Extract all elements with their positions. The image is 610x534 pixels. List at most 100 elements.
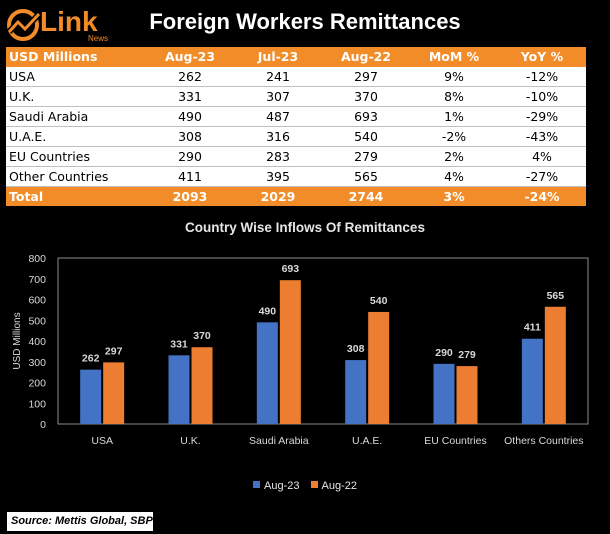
bar-aug-23 xyxy=(521,338,543,424)
data-label: 370 xyxy=(193,330,211,342)
bar-aug-23 xyxy=(433,363,455,424)
row-jul-23: 241 xyxy=(234,66,322,87)
table-header-row: USD Millions Aug-23 Jul-23 Aug-22 MoM % … xyxy=(6,47,586,67)
row-name: Other Countries xyxy=(6,166,146,187)
header-aug-23: Aug-23 xyxy=(146,47,234,67)
table-row: USA 262 241 297 9% -12% xyxy=(6,66,586,87)
source-note: Source: Mettis Global, SBP xyxy=(7,512,153,531)
row-aug-23: 331 xyxy=(146,86,234,107)
legend-item-aug-22: Aug-22 xyxy=(310,480,358,492)
header-aug-22: Aug-22 xyxy=(322,47,410,67)
data-label: 693 xyxy=(282,263,300,275)
row-name: Saudi Arabia xyxy=(6,106,146,127)
bar-aug-22 xyxy=(103,362,125,424)
x-tick-label: Others Countries xyxy=(504,435,583,447)
bar-aug-22 xyxy=(279,280,301,424)
row-jul-23: 487 xyxy=(234,106,322,127)
row-mom: 4% xyxy=(410,166,498,187)
row-aug-23: 490 xyxy=(146,106,234,127)
x-tick-label: U.K. xyxy=(180,435,200,447)
chart-legend: Aug-23 Aug-22 xyxy=(0,480,610,492)
data-label: 411 xyxy=(524,322,541,334)
row-aug-23: 262 xyxy=(146,66,234,87)
total-jul-23: 2029 xyxy=(234,186,322,206)
row-jul-23: 316 xyxy=(234,126,322,147)
logo-text: Link xyxy=(40,6,98,37)
y-tick-label: 500 xyxy=(28,315,46,327)
total-mom: 3% xyxy=(410,186,498,206)
data-label: 490 xyxy=(259,305,277,317)
x-tick-label: USA xyxy=(91,435,113,447)
y-axis-label: USD Millions xyxy=(12,312,23,369)
x-tick-label: Saudi Arabia xyxy=(249,435,309,447)
y-tick-label: 300 xyxy=(28,357,46,369)
y-tick-label: 100 xyxy=(28,398,46,410)
row-name: U.A.E. xyxy=(6,126,146,147)
row-mom: 8% xyxy=(410,86,498,107)
total-aug-22: 2744 xyxy=(322,186,410,206)
data-label: 290 xyxy=(435,347,453,359)
x-tick-label: EU Countries xyxy=(424,435,486,447)
logo-subtext: News xyxy=(88,34,109,43)
header-jul-23: Jul-23 xyxy=(234,47,322,67)
data-label: 540 xyxy=(370,295,388,307)
remittance-table: USD Millions Aug-23 Jul-23 Aug-22 MoM % … xyxy=(6,47,586,206)
plot-area xyxy=(57,257,589,425)
row-name: EU Countries xyxy=(6,146,146,167)
legend-swatch-aug-22 xyxy=(310,481,318,488)
row-mom: -2% xyxy=(410,126,498,147)
row-jul-23: 307 xyxy=(234,86,322,107)
row-aug-22: 279 xyxy=(322,146,410,167)
row-aug-22: 565 xyxy=(322,166,410,187)
bar-aug-23 xyxy=(80,369,102,424)
y-tick-label: 800 xyxy=(28,253,46,265)
x-tick-label: U.A.E. xyxy=(352,435,382,447)
legend-swatch-aug-23 xyxy=(252,481,260,488)
row-aug-22: 693 xyxy=(322,106,410,127)
chart-title: Country Wise Inflows Of Remittances xyxy=(185,220,425,235)
y-tick-label: 400 xyxy=(28,336,46,348)
row-yoy: -43% xyxy=(498,126,586,147)
data-label: 262 xyxy=(82,353,100,365)
bar-aug-23 xyxy=(345,360,367,424)
header: Link News Foreign Workers Remittances xyxy=(0,0,610,46)
row-aug-22: 540 xyxy=(322,126,410,147)
y-tick-label: 0 xyxy=(40,419,46,431)
y-tick-label: 700 xyxy=(28,274,46,286)
table-row: Saudi Arabia 490 487 693 1% -29% xyxy=(6,106,586,127)
row-aug-23: 411 xyxy=(146,166,234,187)
row-aug-23: 308 xyxy=(146,126,234,147)
bar-aug-22 xyxy=(456,366,478,424)
row-yoy: -27% xyxy=(498,166,586,187)
row-mom: 9% xyxy=(410,66,498,87)
page-title: Foreign Workers Remittances xyxy=(149,9,461,34)
row-mom: 2% xyxy=(410,146,498,167)
row-name: U.K. xyxy=(6,86,146,107)
logo-icon xyxy=(6,9,40,41)
row-yoy: -12% xyxy=(498,66,586,87)
bar-chart: 0 100 200 300 400 500 600 700 800 USD Millions 262… xyxy=(12,253,589,447)
row-aug-23: 290 xyxy=(146,146,234,167)
table-row: U.K. 331 307 370 8% -10% xyxy=(6,86,586,107)
legend-label-aug-23: Aug-23 xyxy=(263,480,300,492)
row-yoy: -10% xyxy=(498,86,586,107)
header-mom: MoM % xyxy=(410,47,498,67)
y-tick-label: 200 xyxy=(28,378,46,390)
total-aug-23: 2093 xyxy=(146,186,234,206)
legend-item-aug-23: Aug-23 xyxy=(252,480,300,492)
row-mom: 1% xyxy=(410,106,498,127)
data-label: 331 xyxy=(170,338,188,350)
table-row: U.A.E. 308 316 540 -2% -43% xyxy=(6,126,586,147)
header-yoy: YoY % xyxy=(498,47,586,67)
legend-label-aug-22: Aug-22 xyxy=(321,480,358,492)
table-row: Other Countries 411 395 565 4% -27% xyxy=(6,166,586,187)
total-label: Total xyxy=(6,186,146,206)
bar-aug-23 xyxy=(256,322,278,424)
header-usd-millions: USD Millions xyxy=(6,47,146,67)
bar-aug-23 xyxy=(168,355,190,424)
row-jul-23: 395 xyxy=(234,166,322,187)
data-label: 565 xyxy=(547,290,565,302)
bar-aug-22 xyxy=(544,306,566,424)
data-label: 308 xyxy=(347,343,365,355)
row-name: USA xyxy=(6,66,146,87)
